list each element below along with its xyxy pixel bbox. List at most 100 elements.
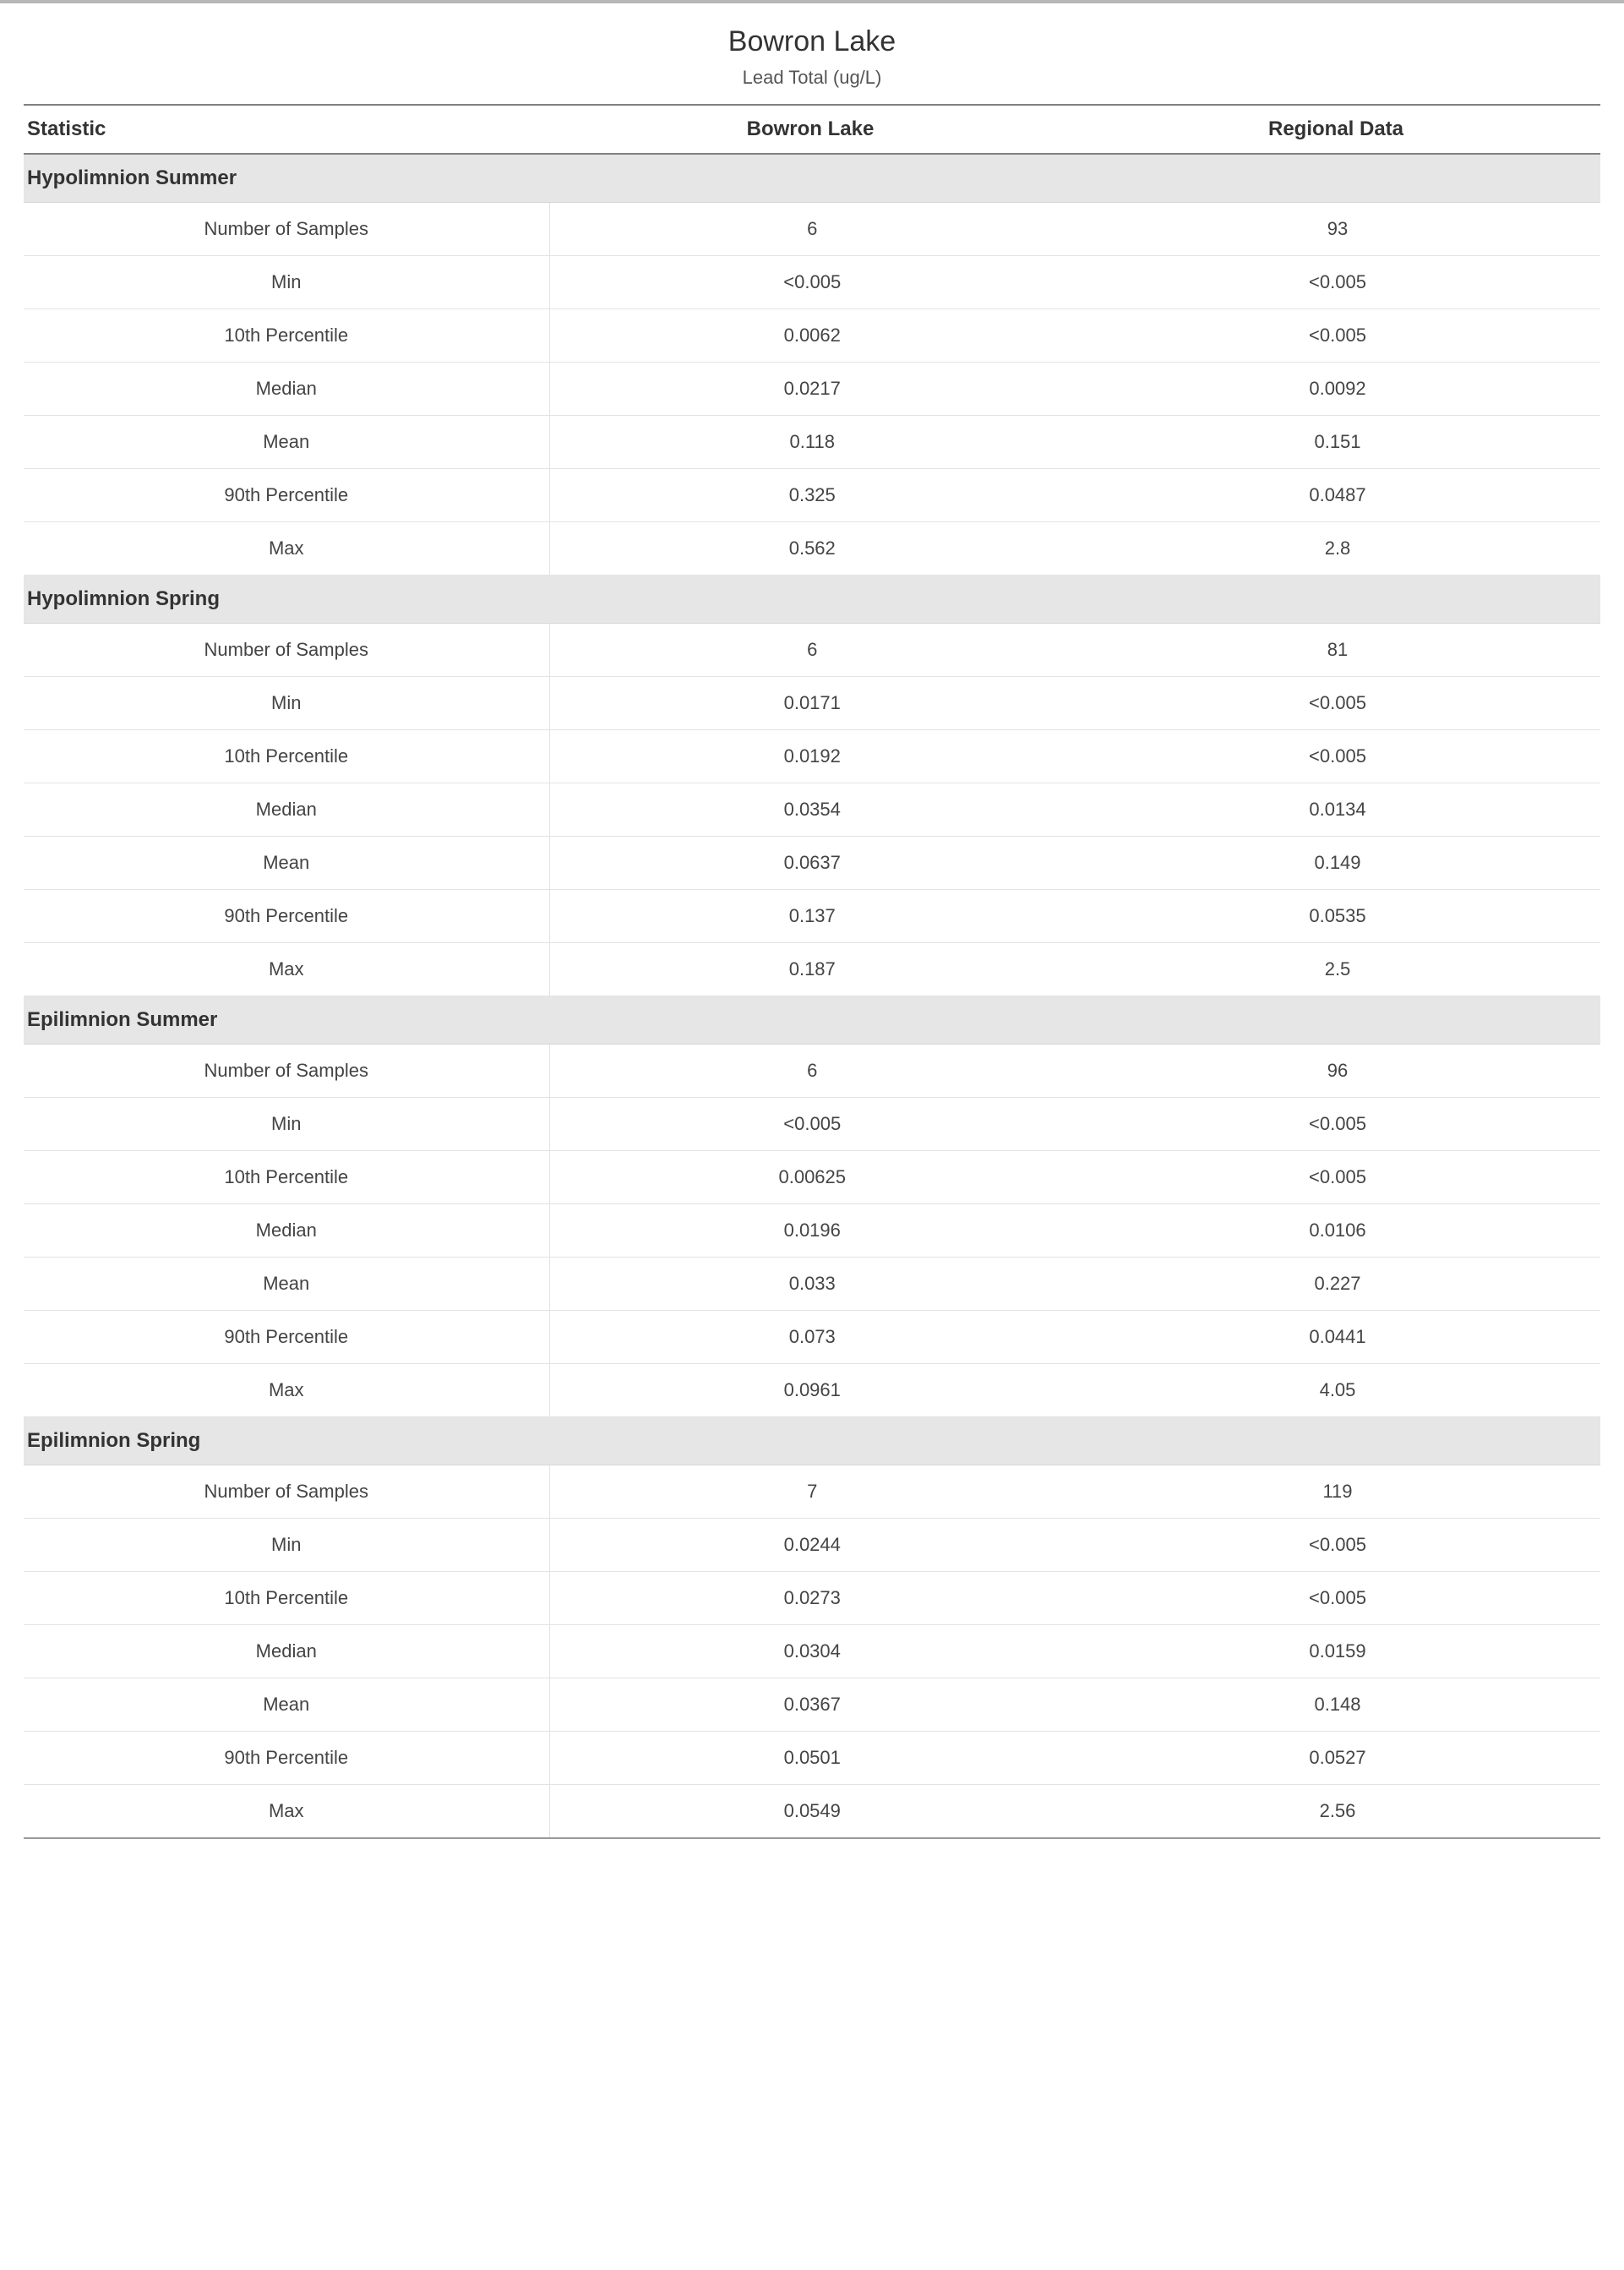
regional-value: 0.0441 bbox=[1075, 1311, 1600, 1364]
site-value: 0.0217 bbox=[549, 363, 1075, 416]
stat-name: Median bbox=[24, 363, 549, 416]
regional-value: 0.0092 bbox=[1075, 363, 1600, 416]
section-label: Epilimnion Spring bbox=[24, 1417, 1600, 1465]
stat-name: 10th Percentile bbox=[24, 730, 549, 783]
stat-name: Max bbox=[24, 1785, 549, 1839]
site-value: <0.005 bbox=[549, 1098, 1075, 1151]
site-value: 6 bbox=[549, 203, 1075, 256]
regional-value: 0.0134 bbox=[1075, 783, 1600, 837]
section-header: Epilimnion Spring bbox=[24, 1417, 1600, 1465]
regional-value: 2.8 bbox=[1075, 522, 1600, 576]
statistics-table: Statistic Bowron Lake Regional Data Hypo… bbox=[24, 104, 1600, 1839]
table-body: Hypolimnion SummerNumber of Samples693Mi… bbox=[24, 154, 1600, 1838]
col-header-statistic: Statistic bbox=[24, 105, 549, 154]
site-value: 0.187 bbox=[549, 943, 1075, 996]
site-value: 0.0637 bbox=[549, 837, 1075, 890]
table-row: Median0.03540.0134 bbox=[24, 783, 1600, 837]
regional-value: 0.151 bbox=[1075, 416, 1600, 469]
report-page: Bowron Lake Lead Total (ug/L) Statistic … bbox=[0, 0, 1624, 1873]
regional-value: 0.149 bbox=[1075, 837, 1600, 890]
site-value: 0.0062 bbox=[549, 309, 1075, 363]
site-value: 6 bbox=[549, 1045, 1075, 1098]
stat-name: 10th Percentile bbox=[24, 309, 549, 363]
regional-value: 0.0535 bbox=[1075, 890, 1600, 943]
site-value: 0.0304 bbox=[549, 1625, 1075, 1678]
table-row: 10th Percentile0.00625<0.005 bbox=[24, 1151, 1600, 1204]
regional-value: 0.0159 bbox=[1075, 1625, 1600, 1678]
table-row: Number of Samples681 bbox=[24, 624, 1600, 677]
stat-name: Number of Samples bbox=[24, 1465, 549, 1519]
col-header-regional: Regional Data bbox=[1075, 105, 1600, 154]
site-value: 7 bbox=[549, 1465, 1075, 1519]
table-row: 90th Percentile0.3250.0487 bbox=[24, 469, 1600, 522]
col-header-site: Bowron Lake bbox=[549, 105, 1075, 154]
stat-name: Number of Samples bbox=[24, 624, 549, 677]
stat-name: Min bbox=[24, 677, 549, 730]
stat-name: Mean bbox=[24, 1258, 549, 1311]
stat-name: Median bbox=[24, 783, 549, 837]
stat-name: Mean bbox=[24, 837, 549, 890]
site-value: 0.562 bbox=[549, 522, 1075, 576]
site-value: 0.0354 bbox=[549, 783, 1075, 837]
table-row: Min0.0244<0.005 bbox=[24, 1519, 1600, 1572]
section-header: Hypolimnion Summer bbox=[24, 154, 1600, 203]
regional-value: <0.005 bbox=[1075, 1151, 1600, 1204]
section-header: Epilimnion Summer bbox=[24, 996, 1600, 1045]
site-value: 0.0196 bbox=[549, 1204, 1075, 1258]
site-value: 0.0961 bbox=[549, 1364, 1075, 1417]
stat-name: Number of Samples bbox=[24, 203, 549, 256]
page-title: Bowron Lake bbox=[24, 3, 1600, 58]
regional-value: 96 bbox=[1075, 1045, 1600, 1098]
site-value: 0.033 bbox=[549, 1258, 1075, 1311]
stat-name: Number of Samples bbox=[24, 1045, 549, 1098]
regional-value: 0.148 bbox=[1075, 1678, 1600, 1732]
table-row: Median0.03040.0159 bbox=[24, 1625, 1600, 1678]
stat-name: Max bbox=[24, 943, 549, 996]
table-row: Number of Samples7119 bbox=[24, 1465, 1600, 1519]
site-value: 6 bbox=[549, 624, 1075, 677]
table-header-row: Statistic Bowron Lake Regional Data bbox=[24, 105, 1600, 154]
stat-name: 10th Percentile bbox=[24, 1151, 549, 1204]
table-row: Mean0.06370.149 bbox=[24, 837, 1600, 890]
table-row: Number of Samples696 bbox=[24, 1045, 1600, 1098]
regional-value: 93 bbox=[1075, 203, 1600, 256]
site-value: 0.0192 bbox=[549, 730, 1075, 783]
regional-value: 0.227 bbox=[1075, 1258, 1600, 1311]
section-label: Epilimnion Summer bbox=[24, 996, 1600, 1045]
stat-name: Min bbox=[24, 1098, 549, 1151]
regional-value: 0.0487 bbox=[1075, 469, 1600, 522]
regional-value: 2.5 bbox=[1075, 943, 1600, 996]
stat-name: 90th Percentile bbox=[24, 890, 549, 943]
site-value: 0.0171 bbox=[549, 677, 1075, 730]
stat-name: Mean bbox=[24, 416, 549, 469]
stat-name: Median bbox=[24, 1625, 549, 1678]
table-row: 90th Percentile0.1370.0535 bbox=[24, 890, 1600, 943]
stat-name: Max bbox=[24, 1364, 549, 1417]
stat-name: 10th Percentile bbox=[24, 1572, 549, 1625]
regional-value: <0.005 bbox=[1075, 730, 1600, 783]
regional-value: <0.005 bbox=[1075, 1098, 1600, 1151]
regional-value: 119 bbox=[1075, 1465, 1600, 1519]
stat-name: Mean bbox=[24, 1678, 549, 1732]
stat-name: 90th Percentile bbox=[24, 1311, 549, 1364]
table-row: Mean0.03670.148 bbox=[24, 1678, 1600, 1732]
regional-value: <0.005 bbox=[1075, 256, 1600, 309]
site-value: 0.073 bbox=[549, 1311, 1075, 1364]
regional-value: 81 bbox=[1075, 624, 1600, 677]
section-header: Hypolimnion Spring bbox=[24, 576, 1600, 624]
stat-name: Min bbox=[24, 256, 549, 309]
table-row: Max0.5622.8 bbox=[24, 522, 1600, 576]
site-value: 0.137 bbox=[549, 890, 1075, 943]
table-row: Max0.09614.05 bbox=[24, 1364, 1600, 1417]
site-value: 0.00625 bbox=[549, 1151, 1075, 1204]
site-value: 0.0549 bbox=[549, 1785, 1075, 1839]
regional-value: 4.05 bbox=[1075, 1364, 1600, 1417]
table-row: Mean0.0330.227 bbox=[24, 1258, 1600, 1311]
site-value: 0.0244 bbox=[549, 1519, 1075, 1572]
table-row: 10th Percentile0.0062<0.005 bbox=[24, 309, 1600, 363]
table-row: Min<0.005<0.005 bbox=[24, 1098, 1600, 1151]
stat-name: 90th Percentile bbox=[24, 1732, 549, 1785]
site-value: 0.118 bbox=[549, 416, 1075, 469]
section-label: Hypolimnion Spring bbox=[24, 576, 1600, 624]
site-value: 0.0367 bbox=[549, 1678, 1075, 1732]
